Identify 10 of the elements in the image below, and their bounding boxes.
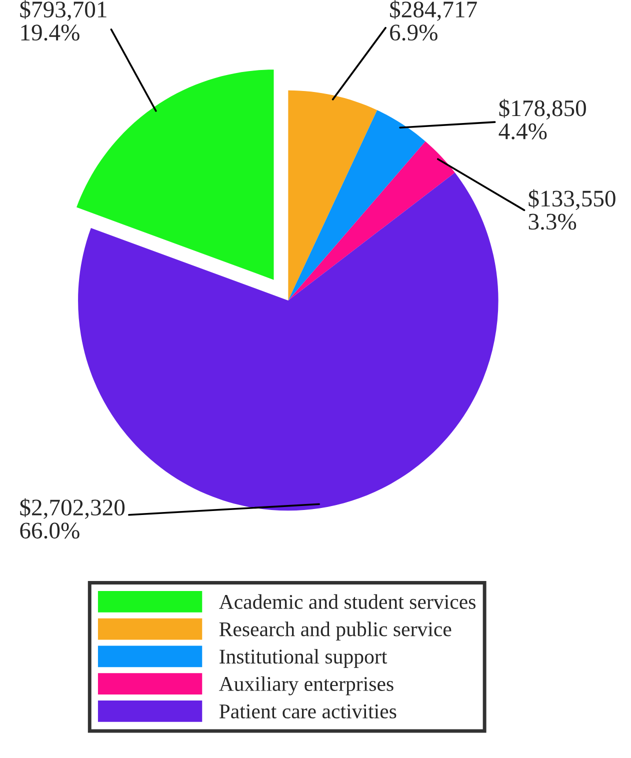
data-label: $2,702,320 66.0%: [20, 498, 125, 539]
data-label: $793,701 19.4%: [20, 0, 106, 41]
data-label: $178,850 4.4%: [498, 98, 586, 140]
data-label: $133,550 3.3%: [528, 189, 616, 230]
data-label: $284,717 6.9%: [390, 0, 477, 41]
legend-label: Academic and student services: [219, 594, 476, 609]
legend-label: Institutional support: [220, 649, 388, 668]
legend-label: Auxiliary enterprises: [219, 676, 394, 696]
legend-label: Research and public service: [219, 622, 452, 641]
legend-label: Patient care activities: [219, 704, 396, 718]
